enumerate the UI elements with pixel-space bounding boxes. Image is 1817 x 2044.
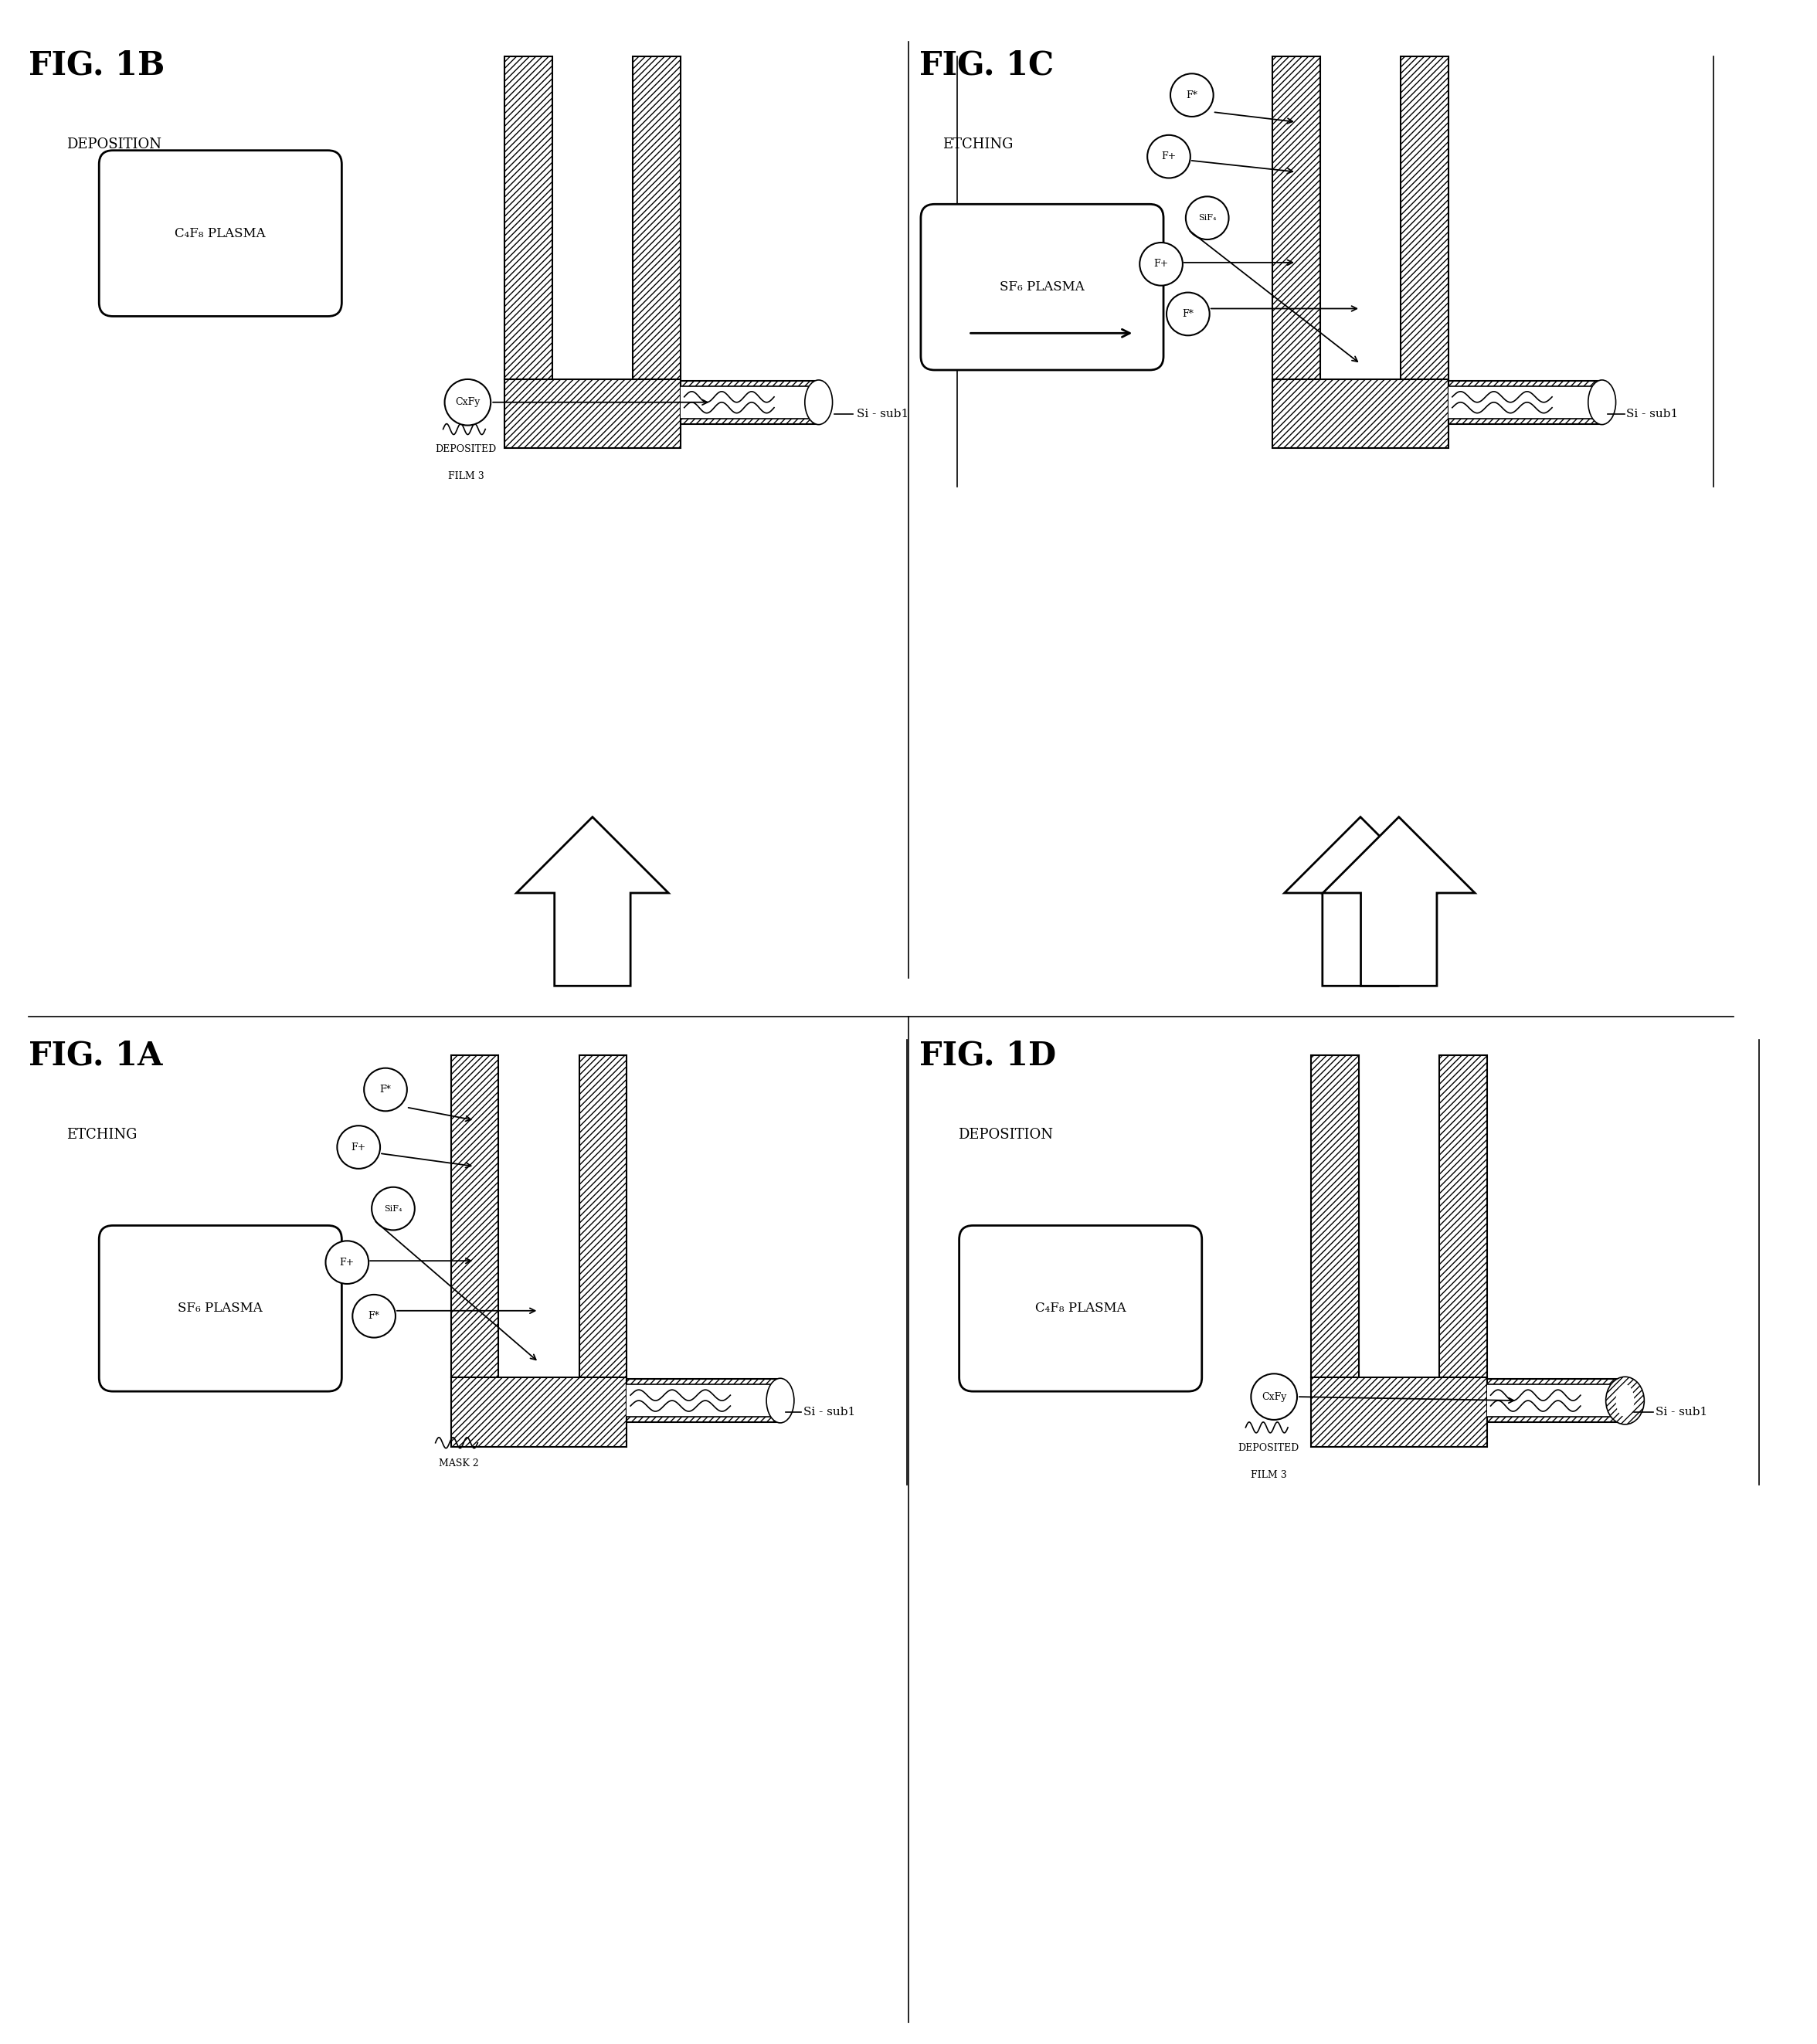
Text: CxFy: CxFy — [456, 397, 480, 407]
Ellipse shape — [1615, 1384, 1633, 1416]
Text: SiF₄: SiF₄ — [1197, 215, 1216, 223]
Circle shape — [352, 1294, 396, 1337]
Bar — [505, 380, 680, 448]
Text: Si - sub1: Si - sub1 — [803, 1406, 856, 1416]
Circle shape — [1252, 1374, 1297, 1421]
Bar — [505, 57, 552, 380]
Text: FIG. 1D: FIG. 1D — [919, 1040, 1056, 1073]
Bar — [1486, 1380, 1624, 1423]
Text: ETCHING: ETCHING — [943, 137, 1012, 151]
Circle shape — [1167, 292, 1210, 335]
Text: C₄F₈ PLASMA: C₄F₈ PLASMA — [174, 227, 265, 239]
Text: FIG. 1B: FIG. 1B — [29, 49, 165, 82]
Text: DEPOSITED: DEPOSITED — [1237, 1443, 1299, 1453]
Bar — [1272, 380, 1448, 448]
Text: SF₆ PLASMA: SF₆ PLASMA — [178, 1302, 263, 1314]
Text: F+: F+ — [351, 1143, 365, 1153]
Text: Si - sub1: Si - sub1 — [1655, 1406, 1708, 1416]
Bar — [1272, 57, 1321, 380]
Bar — [1448, 380, 1603, 423]
FancyBboxPatch shape — [921, 204, 1163, 370]
Polygon shape — [1285, 818, 1437, 985]
Text: FIG. 1C: FIG. 1C — [919, 49, 1054, 82]
Bar — [680, 380, 819, 423]
Circle shape — [338, 1126, 380, 1169]
Text: F*: F* — [1187, 90, 1197, 100]
Bar — [680, 386, 819, 419]
Bar — [451, 1378, 627, 1447]
Circle shape — [1139, 243, 1183, 286]
Text: F+: F+ — [1154, 260, 1168, 270]
Text: DEPOSITION: DEPOSITION — [67, 137, 162, 151]
Bar — [1401, 57, 1448, 380]
Circle shape — [1147, 135, 1190, 178]
Text: F*: F* — [380, 1085, 391, 1096]
Bar — [632, 57, 680, 380]
Circle shape — [445, 380, 491, 425]
Bar — [580, 1055, 627, 1378]
Text: FILM 3: FILM 3 — [1250, 1470, 1286, 1480]
Bar — [451, 1055, 498, 1378]
Text: DEPOSITION: DEPOSITION — [958, 1128, 1052, 1143]
Bar — [1448, 386, 1603, 419]
Text: FILM 3: FILM 3 — [449, 472, 483, 482]
Bar — [1310, 1378, 1486, 1447]
Polygon shape — [516, 818, 669, 985]
Text: SiF₄: SiF₄ — [383, 1204, 402, 1212]
Text: C₄F₈ PLASMA: C₄F₈ PLASMA — [1036, 1302, 1127, 1314]
Ellipse shape — [805, 380, 832, 425]
FancyBboxPatch shape — [100, 151, 342, 317]
Bar — [627, 1384, 779, 1416]
Circle shape — [372, 1188, 414, 1230]
Text: CxFy: CxFy — [1261, 1392, 1286, 1402]
FancyBboxPatch shape — [959, 1226, 1201, 1392]
Polygon shape — [1323, 818, 1475, 985]
Ellipse shape — [767, 1378, 794, 1423]
Circle shape — [325, 1241, 369, 1284]
Text: F+: F+ — [340, 1257, 354, 1267]
Bar — [627, 1380, 779, 1423]
Text: SF₆ PLASMA: SF₆ PLASMA — [999, 280, 1085, 294]
Text: DEPOSITED: DEPOSITED — [436, 444, 496, 454]
Text: ETCHING: ETCHING — [67, 1128, 138, 1143]
Bar — [1310, 1055, 1359, 1378]
Ellipse shape — [1588, 380, 1615, 425]
Text: F+: F+ — [1161, 151, 1176, 161]
Circle shape — [363, 1069, 407, 1112]
Text: F*: F* — [369, 1310, 380, 1320]
Circle shape — [1187, 196, 1228, 239]
Bar — [1486, 1384, 1624, 1416]
Bar — [1439, 1055, 1486, 1378]
Text: Si - sub1: Si - sub1 — [1626, 409, 1679, 419]
FancyBboxPatch shape — [100, 1226, 342, 1392]
Ellipse shape — [1606, 1378, 1644, 1425]
Text: F*: F* — [1183, 309, 1194, 319]
Text: FIG. 1A: FIG. 1A — [29, 1040, 162, 1073]
Circle shape — [1170, 74, 1214, 117]
Text: MASK 2: MASK 2 — [438, 1457, 478, 1468]
Text: Si - sub1: Si - sub1 — [858, 409, 908, 419]
